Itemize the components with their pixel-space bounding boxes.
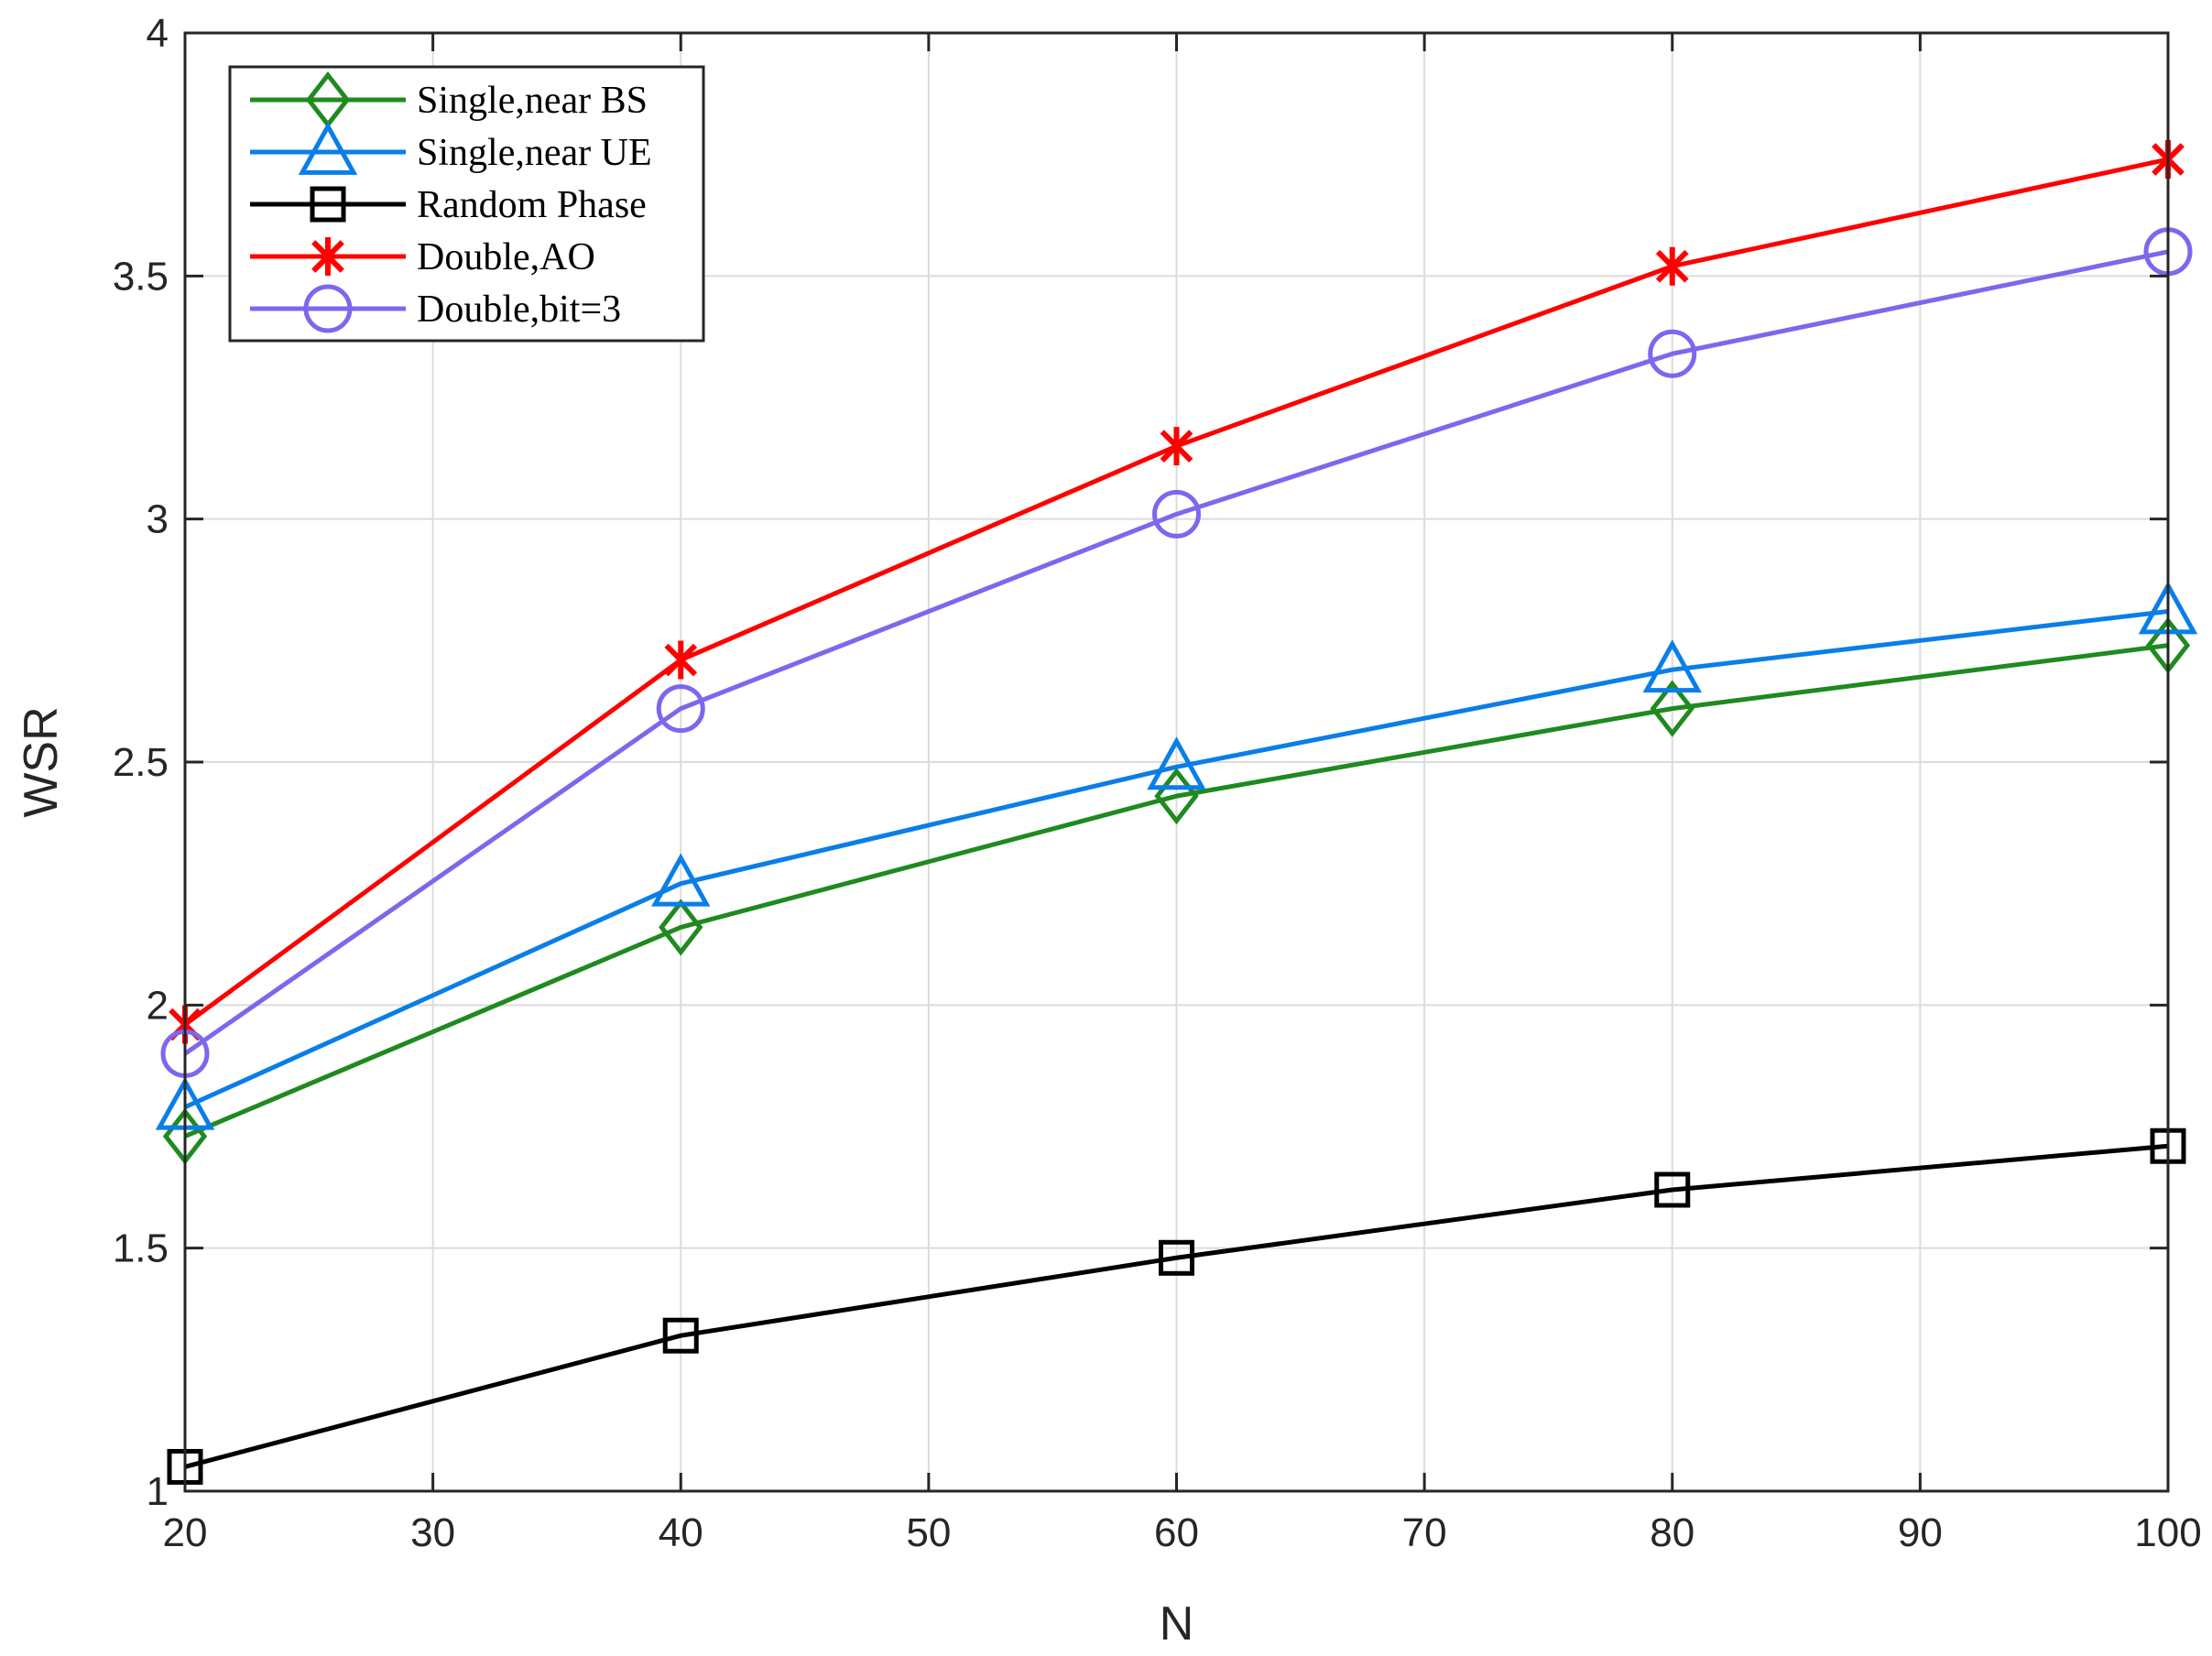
legend-entry: Single,near UE — [250, 121, 652, 175]
legend-entry: Double,bit=3 — [250, 284, 621, 333]
data-point-circle — [1152, 489, 1201, 539]
y-tick-label: 1.5 — [113, 1226, 169, 1271]
y-tick-label: 3 — [147, 497, 169, 542]
series-line — [183, 249, 2169, 1056]
x-tick-label: 90 — [1898, 1510, 1943, 1555]
legend-label: Single,near UE — [417, 132, 652, 174]
data-point-diamond — [659, 899, 703, 956]
legend-label: Double,AO — [417, 236, 595, 278]
y-tick-label: 1 — [147, 1469, 169, 1514]
data-point-square — [1159, 1239, 1194, 1276]
x-tick-label: 80 — [1650, 1510, 1694, 1555]
data-point-asterisk — [1655, 246, 1689, 286]
legend-marker-asterisk — [311, 237, 344, 276]
data-point-asterisk — [664, 640, 698, 680]
y-tick-label: 4 — [147, 11, 169, 56]
legend-marker-square — [310, 186, 346, 223]
data-point-circle — [1648, 329, 1697, 378]
data-point-diamond — [1650, 680, 1694, 737]
x-tick-label: 100 — [2134, 1510, 2201, 1555]
data-point-circle — [656, 684, 705, 734]
legend-marker-circle — [303, 284, 353, 333]
legend-marker-triangle — [298, 121, 358, 175]
data-point-square — [662, 1317, 699, 1354]
x-tick-label: 40 — [659, 1510, 703, 1555]
legend-entry: Double,AO — [250, 236, 595, 278]
x-tick-label: 20 — [163, 1510, 208, 1555]
series-line — [184, 1143, 2169, 1469]
data-point-triangle — [1147, 736, 1206, 790]
y-tick-label: 3.5 — [113, 254, 169, 299]
y-tick-label: 2.5 — [113, 740, 169, 785]
x-tick-label: 60 — [1154, 1510, 1199, 1555]
data-point-square — [1654, 1171, 1691, 1208]
x-tick-label: 30 — [410, 1510, 455, 1555]
data-point-triangle — [651, 853, 711, 907]
legend: Single,near BS Single,near UE Random Phase… — [228, 65, 705, 343]
legend-label: Random Phase — [417, 184, 647, 226]
x-tick-label: 70 — [1402, 1510, 1447, 1555]
series-line — [184, 643, 2169, 1138]
series-line — [183, 609, 2169, 1110]
series-group — [155, 139, 2198, 1485]
y-tick-label: 2 — [147, 983, 169, 1028]
data-point-triangle — [1642, 639, 1702, 693]
legend-label: Single,near BS — [417, 80, 648, 122]
data-point-asterisk — [1160, 427, 1193, 466]
x-tick-label: 50 — [906, 1510, 951, 1555]
legend-entry: Random Phase — [250, 184, 647, 226]
y-axis-label: WSR — [15, 706, 68, 817]
legend-label: Double,bit=3 — [417, 289, 621, 331]
ticks: 20 30 40 50 60 70 80 90 100 1 1.5 2 2.5 3 3.5 4 — [113, 11, 2202, 1555]
x-axis-label: N — [1160, 1597, 1194, 1651]
